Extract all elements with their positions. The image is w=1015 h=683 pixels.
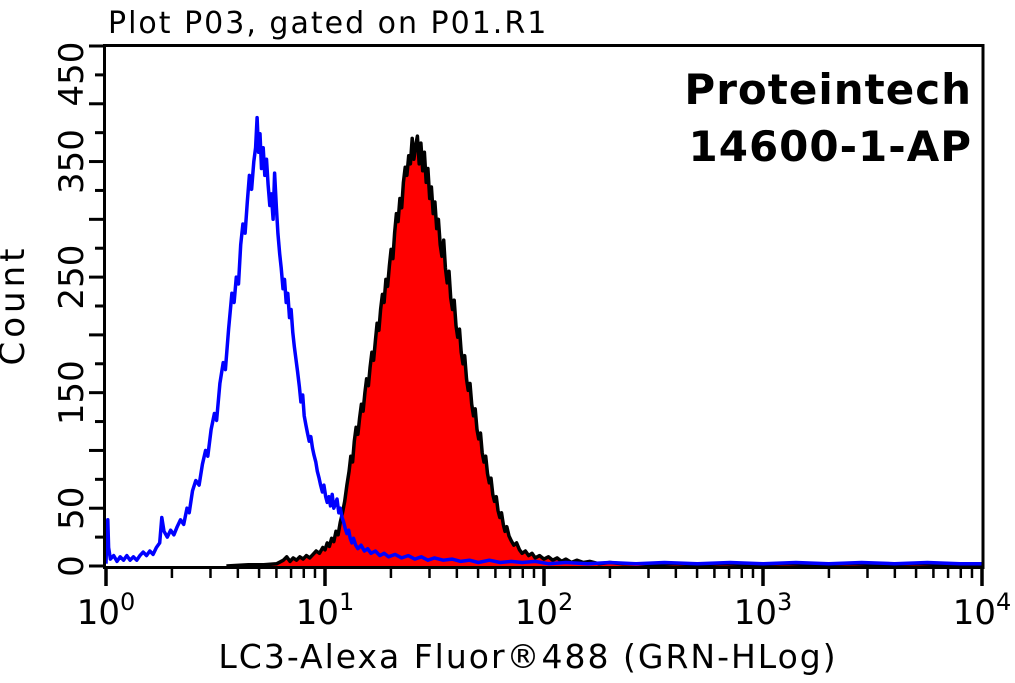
axis-tick-labels: 0 50 150 250 350 450 100 101 102 103 104 <box>52 42 1011 633</box>
control-histogram-curve <box>104 115 982 566</box>
x-tick-label: 100 <box>77 588 136 633</box>
annotation-brand: Proteintech <box>684 65 972 114</box>
histogram-series <box>104 115 982 568</box>
x-axis-label: LC3-Alexa Fluor®488 (GRN-HLog) <box>218 637 837 676</box>
y-tick-label: 0 <box>52 555 92 577</box>
sample-histogram-area <box>226 136 982 566</box>
sample-histogram-outline <box>226 134 982 568</box>
y-tick-label: 450 <box>52 42 92 107</box>
y-tick-label: 150 <box>52 360 92 425</box>
annotation-catalog-number: 14600-1-AP <box>689 122 973 171</box>
y-tick-label: 250 <box>52 245 92 310</box>
x-tick-label: 103 <box>734 588 793 633</box>
x-tick-label: 104 <box>953 588 1012 633</box>
plot-title: Plot P03, gated on P01.R1 <box>108 6 548 41</box>
axis-ticks <box>89 44 984 586</box>
y-tick-label: 50 <box>52 487 92 530</box>
plot-frame <box>103 44 985 569</box>
y-tick-label: 350 <box>52 129 92 194</box>
y-axis-label: Count <box>0 245 33 366</box>
x-tick-label: 102 <box>515 588 574 633</box>
x-tick-label: 101 <box>296 588 355 633</box>
